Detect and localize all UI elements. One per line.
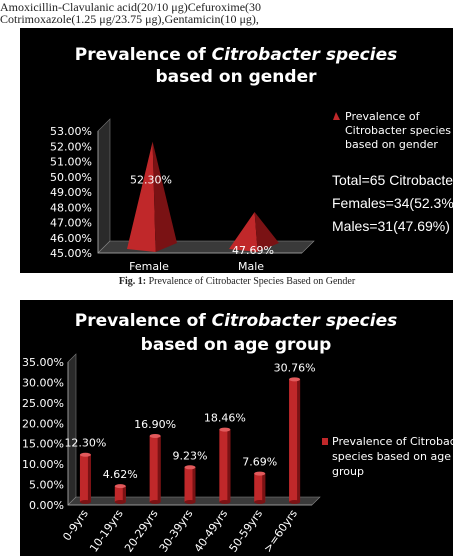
- age-chart-y-tick-label: 20.00%: [22, 417, 64, 430]
- figure-caption-text: Prevalence of Citrobacter Species Based …: [146, 276, 356, 287]
- gender-chart-y-tick-label: 46.00%: [50, 232, 92, 245]
- age-chart-x-tick-label: 20-29yrs: [122, 507, 161, 555]
- age-chart-legend-label: group: [332, 465, 364, 478]
- gender-chart-y-tick-label: 48.00%: [50, 201, 92, 214]
- gender-chart-annotation: Males=31(47.69%): [332, 218, 450, 234]
- gender-chart-annotation: Total=65 Citrobacter species: [332, 172, 453, 188]
- gender-chart-y-tick-label: 49.00%: [50, 186, 92, 199]
- age-chart-data-label: 12.30%: [64, 437, 106, 450]
- gender-chart-marks: Female 52.30% Male 47.69%: [127, 141, 279, 273]
- gender-chart-y-tick-label: 52.00%: [50, 140, 92, 153]
- age-chart-y-tick-label: 35.00%: [22, 356, 64, 369]
- age-chart-y-tick-label: 0.00%: [29, 499, 64, 512]
- age-chart-legend: Prevalence of Citrobacter species based o…: [322, 435, 453, 478]
- age-cylinder-bar: [114, 484, 126, 504]
- gender-chart-title-line-1: Prevalence of Citrobacter species: [75, 45, 397, 65]
- age-chart-title-line-2: based on age group: [141, 335, 332, 355]
- age-chart-x-tick-label: 40-49yrs: [192, 507, 231, 555]
- age-chart-panel: Prevalence of Citrobacter species based …: [20, 300, 453, 556]
- age-chart-side-wall: [67, 353, 77, 506]
- gender-chart-y-tick-label: 45.00%: [50, 247, 92, 260]
- header-text-line-1: Amoxicillin-Clavulanic acid(20/10 μg)Cef…: [0, 0, 262, 14]
- gender-chart-y-tick-label: 53.00%: [50, 125, 92, 138]
- age-cylinder-bar: [289, 377, 301, 504]
- header-text-line-2: Cotrimoxazole(1.25 μg/23.75 μg),Gentamic…: [0, 12, 259, 26]
- gender-chart-y-tick-label: 50.00%: [50, 171, 92, 184]
- age-chart-data-label: 7.69%: [242, 456, 277, 469]
- gender-chart-x-tick-label: Male: [238, 260, 264, 273]
- gender-chart-data-label: 47.69%: [232, 244, 274, 257]
- age-chart-data-label: 4.62%: [103, 468, 138, 481]
- age-chart-title-line-1: Prevalence of Citrobacter species: [75, 311, 397, 331]
- gender-chart-title-line-2: based on gender: [156, 67, 318, 87]
- age-chart-data-label: 9.23%: [173, 449, 208, 462]
- age-cylinder-bar: [219, 427, 231, 504]
- age-chart-marks: 12.30% 0-9yrs 4.62% 10-19yrs 16.90% 20-29yrs 9…: [60, 361, 315, 555]
- age-chart-y-tick-label: 10.00%: [22, 458, 64, 471]
- age-chart-data-label: 30.76%: [274, 361, 316, 374]
- gender-pyramid-bar-female: [127, 141, 177, 252]
- gender-chart-y-tick-label: 51.00%: [50, 156, 92, 169]
- age-chart-x-tick-label: >=60yrs: [261, 507, 300, 555]
- gender-pyramid-bar-male: [229, 211, 279, 252]
- age-chart-axes: 0.00% 5.00% 10.00% 15.00% 20.00% 25.00% 30.00%…: [22, 353, 321, 512]
- gender-chart-data-label: 52.30%: [130, 174, 172, 187]
- gender-chart-y-tick-label: 47.00%: [50, 217, 92, 230]
- gender-chart-legend-label: Prevalence of: [345, 110, 421, 123]
- gender-chart-panel: Prevalence of Citrobacter species based …: [20, 28, 453, 273]
- age-chart-legend-label: species based on age: [332, 450, 451, 463]
- age-chart-y-tick-label: 15.00%: [22, 438, 64, 451]
- age-chart-y-tick-label: 5.00%: [29, 479, 64, 492]
- age-cylinder-bar: [254, 471, 266, 504]
- gender-chart-legend-swatch: [333, 112, 340, 120]
- age-chart: Prevalence of Citrobacter species based …: [22, 311, 453, 555]
- gender-chart-side-wall: [97, 118, 111, 254]
- age-chart-x-tick-label: 30-39yrs: [157, 507, 196, 555]
- age-chart-x-tick-label: 10-19yrs: [87, 507, 126, 555]
- age-chart-y-tick-label: 30.00%: [22, 376, 64, 389]
- age-cylinder-bar: [79, 452, 91, 504]
- age-chart-legend-swatch: [322, 438, 328, 445]
- gender-chart-annotations: Total=65 Citrobacter species Females=34(5…: [332, 172, 453, 234]
- age-chart-y-tick-label: 25.00%: [22, 397, 64, 410]
- age-chart-data-label: 18.46%: [204, 412, 246, 425]
- figure-caption-label: Fig. 1:: [118, 276, 147, 287]
- age-cylinder-bar: [184, 465, 196, 504]
- age-chart-data-label: 16.90%: [134, 418, 176, 431]
- age-cylinder-bar: [149, 433, 161, 504]
- age-chart-legend-label: Prevalence of Citrobacter: [332, 435, 453, 448]
- gender-chart-legend-label: Citrobacter species: [345, 124, 451, 137]
- figure-caption: Fig. 1: Prevalence of Citrobacter Specie…: [0, 276, 474, 287]
- gender-chart-legend-label: based on gender: [345, 138, 438, 151]
- gender-chart-x-tick-label: Female: [129, 260, 169, 273]
- gender-chart: Prevalence of Citrobacter species based …: [50, 45, 453, 273]
- gender-chart-annotation: Females=34(52.3%): [332, 195, 453, 211]
- age-chart-x-tick-label: 50-59yrs: [227, 507, 266, 555]
- age-chart-x-tick-label: 0-9yrs: [60, 507, 91, 543]
